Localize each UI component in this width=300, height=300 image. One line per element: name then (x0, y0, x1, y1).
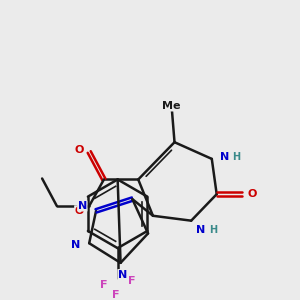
Text: F: F (100, 280, 108, 290)
Text: N: N (118, 270, 127, 280)
Text: F: F (128, 277, 135, 286)
Text: O: O (247, 189, 257, 199)
Text: O: O (75, 206, 84, 216)
Text: N: N (220, 152, 229, 162)
Text: Me: Me (162, 101, 181, 111)
Text: N: N (196, 226, 206, 236)
Text: N: N (78, 201, 87, 211)
Text: H: H (232, 152, 240, 162)
Text: O: O (75, 145, 84, 155)
Text: F: F (112, 290, 119, 300)
Text: N: N (71, 240, 80, 250)
Text: H: H (209, 226, 217, 236)
